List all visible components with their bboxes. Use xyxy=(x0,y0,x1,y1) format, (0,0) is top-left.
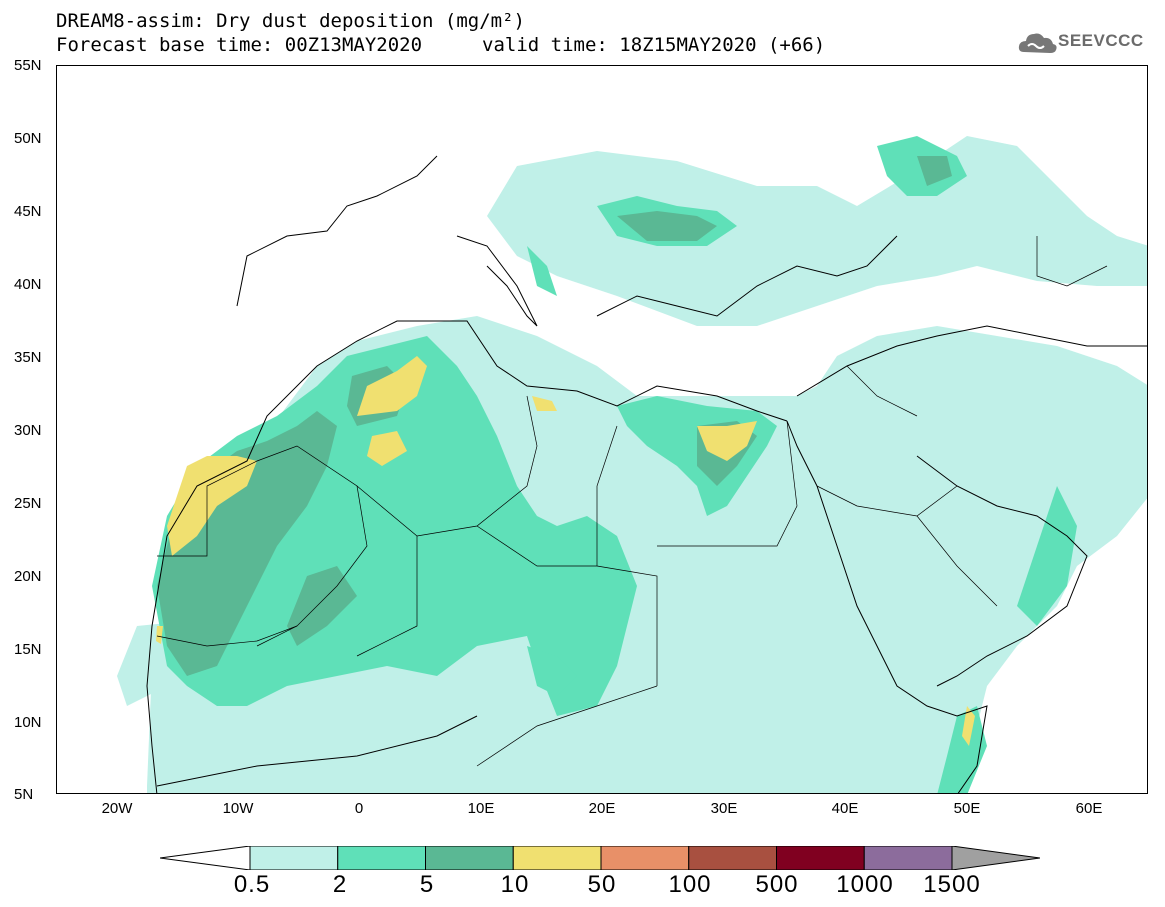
lat-label: 35N xyxy=(14,349,42,366)
lon-label: 60E xyxy=(1075,800,1103,817)
colorbar-label: 100 xyxy=(668,871,712,898)
colorbar-box xyxy=(512,846,602,870)
lat-label: 30N xyxy=(14,422,42,439)
colorbar-label: 500 xyxy=(755,871,799,898)
colorbar-label: 2 xyxy=(332,871,348,898)
map-area xyxy=(56,65,1148,794)
colorbar-under-triangle xyxy=(160,846,251,870)
colorbar-box xyxy=(249,846,339,870)
lon-label: 0 xyxy=(354,800,364,817)
colorbar-label: 10 xyxy=(500,871,530,898)
colorbar-box xyxy=(863,846,953,870)
colorbar-box xyxy=(337,846,426,870)
dust-deposition-map xyxy=(117,136,1147,793)
colorbar-boxes xyxy=(249,846,953,870)
lon-label: 20E xyxy=(588,800,616,817)
colorbar-label: 1000 xyxy=(836,871,894,898)
colorbar-label: 0.5 xyxy=(233,871,271,898)
lat-label: 15N xyxy=(14,641,42,658)
lon-label: 30E xyxy=(710,800,738,817)
lat-label: 55N xyxy=(14,57,42,74)
lon-label: 10W xyxy=(222,800,254,817)
lon-label: 20W xyxy=(101,800,133,817)
colorbar-box xyxy=(425,846,514,870)
deposition-10-layer xyxy=(156,356,975,746)
colorbar-label: 1500 xyxy=(923,871,981,898)
lon-label: 10E xyxy=(467,800,495,817)
lat-label: 10N xyxy=(14,714,42,731)
colorbar-box xyxy=(600,846,690,870)
forecast-base-time: Forecast base time: 00Z13MAY2020 xyxy=(56,34,423,56)
map-title: DREAM8-assim: Dry dust deposition (mg/m²… xyxy=(56,10,525,32)
colorbar-box xyxy=(776,846,865,870)
valid-time: valid time: 18Z15MAY2020 (+66) xyxy=(482,34,826,56)
lat-label: 5N xyxy=(14,786,34,803)
colorbar-label: 5 xyxy=(419,871,435,898)
cloud-logo-icon xyxy=(1018,33,1057,53)
lat-label: 20N xyxy=(14,568,42,585)
colorbar-box xyxy=(688,846,777,870)
coastlines xyxy=(146,155,1147,793)
colorbar-over-triangle xyxy=(951,846,1040,870)
logo-text: SEEVCCC xyxy=(1058,31,1144,50)
country-borders xyxy=(156,236,1108,767)
lon-label: 50E xyxy=(953,800,981,817)
lat-label: 25N xyxy=(14,495,42,512)
colorbar xyxy=(160,846,1040,870)
lat-label: 40N xyxy=(14,276,42,293)
colorbar-label: 50 xyxy=(587,871,617,898)
lat-label: 45N xyxy=(14,203,42,220)
lon-label: 40E xyxy=(831,800,859,817)
lat-label: 50N xyxy=(14,130,42,147)
